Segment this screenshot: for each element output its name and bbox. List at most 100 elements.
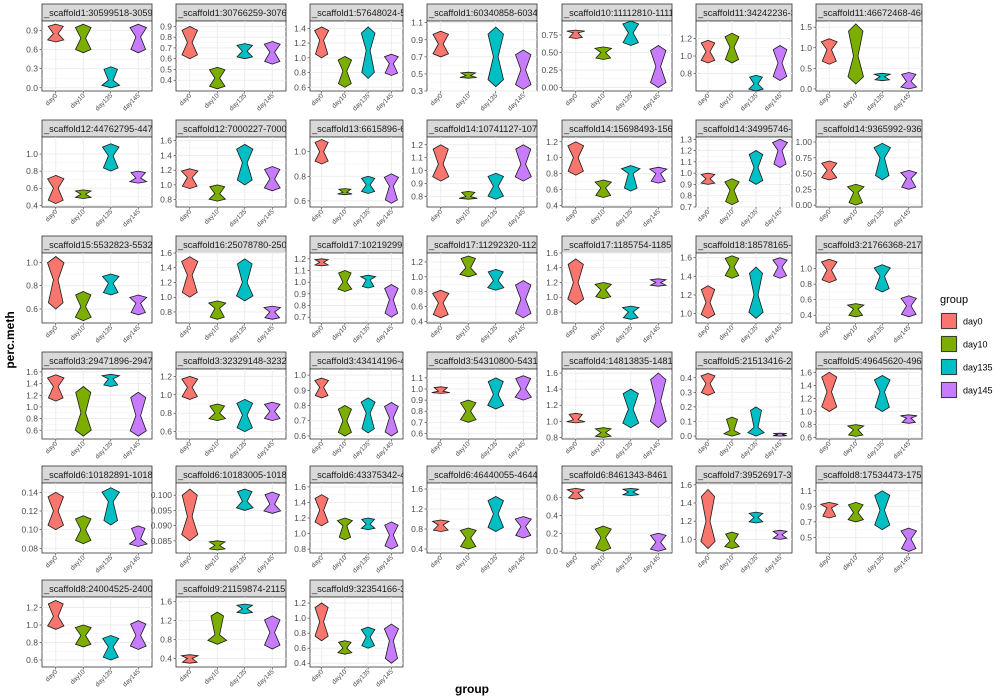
y-tick-label: 1.2 (294, 254, 306, 264)
violin-day10 (207, 611, 228, 645)
x-tick-label: day145 (642, 92, 662, 112)
y-tick-label: 0.095 (151, 505, 173, 515)
y-tick-label: 1.0 (546, 416, 558, 426)
x-tick-label: day145 (763, 324, 783, 344)
y-tick-label: 0.7 (680, 202, 692, 212)
x-tick-label: day10 (331, 668, 349, 686)
facet-title: _scaffold6:46440055-4644 (428, 470, 538, 480)
x-tick-label: day135 (352, 554, 372, 574)
x-tick-label: day0 (310, 324, 325, 339)
y-tick-label: 0.0 (680, 431, 692, 441)
violin-day135 (873, 375, 891, 412)
y-tick-label: 1.6 (411, 484, 423, 494)
violin-day145 (772, 529, 788, 540)
violin-day10 (724, 531, 740, 549)
y-tick-label: 1.2 (26, 603, 38, 613)
violin-day145 (263, 41, 281, 65)
facet-panel: _scaffold9:21159874-2115 0.4 0.8 1.2 1.6 day0… (160, 579, 287, 688)
violin-day135 (620, 165, 641, 192)
violin-day0 (700, 39, 716, 64)
x-tick-label: day0 (818, 92, 833, 107)
violin-day0 (46, 23, 65, 43)
facet-title: _scaffold1:57648024-5764 (311, 8, 421, 18)
y-tick-label: 0.9 (294, 289, 306, 299)
violin-day10 (594, 282, 613, 300)
y-tick-label: 0.2 (680, 402, 692, 412)
violin-day135 (236, 143, 254, 186)
y-tick-label: 0.5 (800, 63, 812, 73)
x-tick-label: day0 (44, 440, 59, 455)
facet-title: _scaffold12:7000227-7000 (177, 124, 287, 134)
facet-title: _scaffold12:44762795-4476 (43, 124, 158, 134)
facet-panel: _scaffold1:30766259-3076 0.40.50.60.70.80… (160, 3, 287, 112)
violin-day135 (360, 517, 376, 531)
y-tick-label: 0.8 (26, 414, 38, 424)
violin-day145 (129, 294, 148, 316)
y-tick-label: 0.6 (26, 183, 38, 193)
x-tick-label: day10 (454, 324, 472, 342)
y-tick-label: 0.1 (680, 417, 692, 427)
y-tick-label: 1.0 (160, 390, 172, 400)
x-tick-label: day10 (203, 440, 221, 458)
y-tick-label: 0.6 (411, 302, 423, 312)
facet-title: _scaffold9:32354166-3235 (311, 584, 421, 594)
violin-day10 (337, 405, 353, 437)
x-tick-label: day135 (94, 668, 114, 688)
violin-day135 (621, 487, 640, 497)
facet-panel: _scaffold12:7000227-7000 0.8 1.0 1.2 1.4 1.6 d… (160, 119, 287, 228)
x-tick-label: day145 (256, 668, 276, 688)
facet-title: _scaffold3:29471896-2947 (43, 356, 153, 366)
violin-day10 (74, 189, 93, 199)
x-tick-label: day145 (375, 92, 395, 112)
violin-day10 (337, 640, 353, 655)
y-tick-label: 1.0 (800, 43, 812, 53)
x-tick-label: day135 (228, 92, 248, 112)
y-tick-label: 0.0 (546, 546, 558, 556)
y-tick-label: 1.4 (160, 150, 172, 160)
violin-day145 (128, 525, 148, 547)
violin-day135 (100, 373, 121, 387)
facet-panel: _scaffold4:14813835-1481 0.8 1.0 1.2 1.4 1.6 d… (546, 351, 673, 460)
y-tick-label: 1.2 (411, 504, 423, 514)
y-tick-label: 1.0 (411, 272, 423, 282)
x-tick-label: day0 (696, 440, 711, 455)
violin-day0 (47, 491, 64, 531)
y-tick-label: 1.2 (294, 38, 306, 48)
x-tick-label: day10 (331, 208, 349, 226)
y-tick-label: 0.25 (541, 65, 558, 75)
violin-day145 (900, 169, 918, 190)
y-tick-label: 0.9 (411, 179, 423, 189)
y-axis-title: perc.meth (3, 311, 17, 368)
y-tick-label: 0.7 (411, 417, 423, 427)
y-tick-label: 0.6 (26, 304, 38, 314)
violin-day135 (102, 635, 120, 661)
y-tick-label: 0.7 (800, 517, 812, 527)
violin-day0 (47, 255, 65, 310)
y-tick-label: 0.0 (800, 84, 812, 94)
facet-title: _scaffold16:25078780-2507 (177, 240, 292, 250)
x-tick-label: day0 (178, 440, 193, 455)
facet-panel: _scaffold3:54310800-5431 0.60.70.80.91.01… (411, 351, 538, 460)
y-tick-label: 0.8 (294, 401, 306, 411)
x-tick-label: day0 (429, 440, 444, 455)
violin-day0 (566, 29, 585, 39)
x-tick-label: day0 (429, 92, 444, 107)
violin-day145 (384, 521, 399, 550)
y-tick-label: 0.4 (160, 653, 172, 663)
y-tick-label: 0.6 (800, 295, 812, 305)
x-tick-label: day145 (892, 440, 912, 460)
y-tick-label: 1.1 (411, 373, 423, 383)
violin-day145 (772, 45, 788, 81)
y-tick-label: 0.6 (26, 655, 38, 665)
x-tick-label: day135 (866, 324, 886, 344)
y-tick-label: 0.8 (160, 32, 172, 42)
y-tick-label: 0.7 (294, 312, 306, 322)
facet-title: _scaffold15:5532823-5532 (43, 240, 153, 250)
violin-day10 (74, 624, 92, 648)
y-tick-label: 1.0 (680, 309, 692, 319)
violin-day0 (700, 372, 716, 396)
x-tick-label: day10 (331, 554, 349, 572)
y-tick-label: 0.9 (680, 179, 692, 189)
y-tick-label: 1.0 (26, 620, 38, 630)
